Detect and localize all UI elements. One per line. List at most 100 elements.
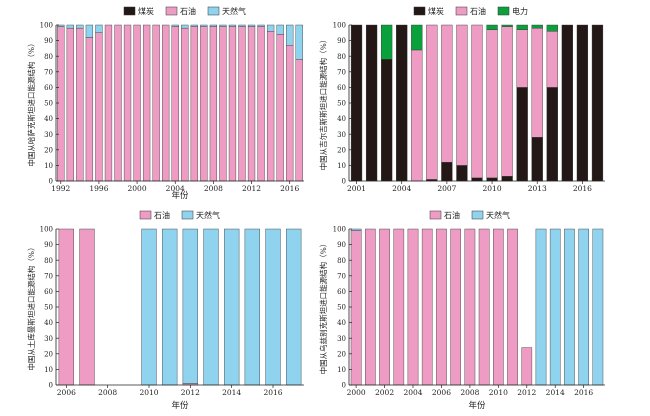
chart-panel-3: 0 10 20 30 40 50 60 70 80 90 100 2006 2008 2010 2012 20… bbox=[26, 210, 304, 411]
y-tick-label: 100 bbox=[333, 226, 346, 234]
bar-segment bbox=[238, 26, 246, 182]
x-tick-label: 2010 bbox=[139, 388, 158, 397]
y-tick-label: 60 bbox=[44, 84, 53, 92]
bar-segment bbox=[190, 26, 198, 182]
bar-segment bbox=[421, 228, 433, 386]
bar-segment bbox=[501, 26, 513, 177]
legend-swatch bbox=[429, 210, 442, 220]
bar-segment bbox=[411, 49, 423, 182]
bar-segment bbox=[396, 24, 408, 182]
x-tick-label: 2014 bbox=[222, 388, 241, 397]
y-tick-label: 20 bbox=[337, 350, 346, 358]
legend-label: 天然气 bbox=[486, 210, 510, 220]
x-tick-label: 2008 bbox=[204, 184, 223, 193]
x-tick-label: 2004 bbox=[166, 184, 185, 193]
bar-segment bbox=[224, 228, 240, 386]
y-axis-title: 中国从乌兹别克斯坦进口能源结构（%） bbox=[318, 240, 328, 375]
bar-segment bbox=[66, 24, 74, 29]
bar-segment bbox=[76, 24, 84, 29]
x-tick-label: 1992 bbox=[51, 184, 70, 193]
bar-segment bbox=[464, 228, 476, 386]
bar-segment bbox=[152, 24, 160, 182]
x-tick-label: 2012 bbox=[181, 388, 200, 397]
y-tick-label: 60 bbox=[337, 288, 346, 296]
bar-segment bbox=[76, 27, 84, 182]
bar-segment bbox=[486, 177, 498, 182]
y-tick-label: 20 bbox=[44, 350, 53, 358]
bar-segment bbox=[478, 228, 490, 386]
bar-segment bbox=[507, 228, 518, 386]
x-axis-title: 年份 bbox=[171, 400, 189, 411]
bar-segment bbox=[546, 24, 558, 32]
bar-segment bbox=[286, 24, 294, 46]
bar-segment bbox=[95, 24, 103, 34]
y-tick-label: 10 bbox=[337, 366, 346, 374]
legend-label: 天然气 bbox=[222, 6, 246, 16]
x-axis-title: 年份 bbox=[468, 400, 486, 411]
bar-segment bbox=[456, 165, 468, 182]
bar-segment bbox=[266, 31, 275, 182]
bar-segment bbox=[516, 24, 528, 30]
y-tick-label: 80 bbox=[337, 53, 346, 61]
x-tick-label: 2014 bbox=[546, 388, 565, 397]
y-tick-label: 100 bbox=[40, 22, 53, 30]
y-tick-label: 30 bbox=[44, 131, 53, 139]
y-tick-label: 30 bbox=[44, 335, 53, 343]
bar-segment bbox=[350, 230, 362, 386]
bar-segment bbox=[531, 27, 543, 138]
y-tick-label: 50 bbox=[337, 304, 346, 312]
y-tick-label: 70 bbox=[44, 272, 53, 280]
bar-segment bbox=[535, 228, 547, 386]
bar-segment bbox=[265, 228, 281, 386]
bar-segment bbox=[411, 24, 423, 51]
bar-segment bbox=[407, 228, 419, 386]
bar-segment bbox=[266, 24, 275, 32]
x-tick-label: 2004 bbox=[403, 388, 422, 397]
bar-segment bbox=[471, 24, 483, 179]
y-tick-label: 90 bbox=[44, 37, 53, 45]
bar-segment bbox=[209, 24, 218, 27]
bar-segment bbox=[85, 24, 94, 38]
legend-swatch bbox=[471, 210, 484, 220]
bar-segment bbox=[257, 24, 265, 27]
bar-segment bbox=[104, 24, 113, 182]
bar-segment bbox=[123, 24, 132, 182]
bar-segment bbox=[286, 45, 294, 182]
bar-segment bbox=[549, 228, 561, 386]
legend-swatch bbox=[413, 6, 426, 16]
y-tick-label: 90 bbox=[44, 241, 53, 249]
legend-label: 煤炭 bbox=[428, 6, 444, 16]
bar-segment bbox=[57, 24, 65, 27]
y-tick-label: 90 bbox=[337, 241, 346, 249]
x-tick-label: 2016 bbox=[574, 388, 593, 397]
bar-segment bbox=[456, 24, 468, 166]
bar-segment bbox=[219, 26, 227, 182]
legend-swatch bbox=[123, 6, 136, 16]
bar-segment bbox=[471, 177, 483, 182]
bar-segment bbox=[114, 24, 122, 182]
bar-segment bbox=[200, 24, 208, 27]
legend-swatch bbox=[207, 6, 220, 16]
bar-segment bbox=[219, 24, 227, 27]
y-tick-label: 20 bbox=[44, 146, 53, 154]
bar-segment bbox=[200, 26, 208, 182]
legend-swatch bbox=[139, 210, 152, 220]
bar-segment bbox=[85, 37, 94, 182]
bar-segment bbox=[350, 228, 362, 231]
bar-segment bbox=[381, 59, 393, 182]
y-tick-label: 60 bbox=[44, 288, 53, 296]
bar-segment bbox=[436, 228, 447, 386]
bar-segment bbox=[171, 26, 179, 182]
y-tick-label: 0 bbox=[342, 178, 346, 186]
bar-segment bbox=[171, 24, 179, 27]
x-tick-label: 2006 bbox=[432, 388, 451, 397]
bar-segment bbox=[203, 228, 219, 386]
y-tick-label: 0 bbox=[49, 382, 53, 390]
bar-segment bbox=[228, 26, 237, 182]
bar-segment bbox=[181, 27, 189, 182]
bar-segment bbox=[531, 24, 543, 29]
y-tick-label: 90 bbox=[337, 37, 346, 45]
bar-segment bbox=[286, 228, 302, 386]
y-axis-title: 中国从哈萨克斯坦进口能源结构（%） bbox=[26, 39, 36, 166]
bar-segment bbox=[365, 228, 376, 386]
